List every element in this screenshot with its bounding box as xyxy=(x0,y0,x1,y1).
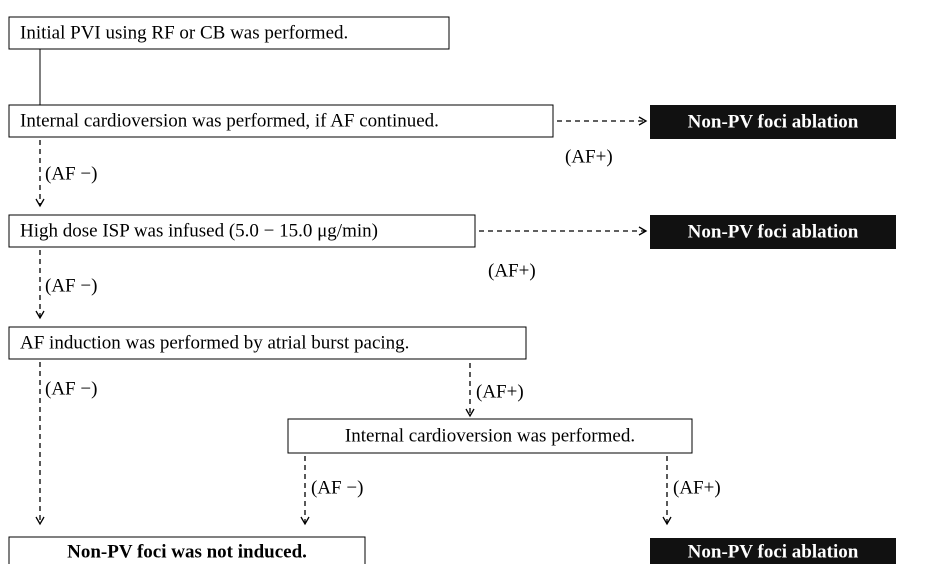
node-label: High dose ISP was infused (5.0 − 15.0 μg… xyxy=(20,220,378,241)
node-box xyxy=(8,214,476,248)
node-label: Non-PV foci ablation xyxy=(688,111,859,132)
node-box xyxy=(8,16,450,50)
edge-label: (AF −) xyxy=(45,275,97,296)
edge-label: (AF+) xyxy=(673,477,721,498)
node-box xyxy=(287,418,693,454)
node-box xyxy=(8,536,366,564)
node-label: Non-PV foci ablation xyxy=(688,221,859,242)
node-box xyxy=(650,215,896,249)
edge-label: (AF+) xyxy=(476,381,524,402)
node-label: AF induction was performed by atrial bur… xyxy=(20,332,409,353)
edge-label: (AF −) xyxy=(311,477,363,498)
edge-label: (AF+) xyxy=(565,146,613,167)
node-label: Internal cardioversion was performed. xyxy=(345,425,635,446)
edge-label: (AF −) xyxy=(45,378,97,399)
node-label: Non-PV foci ablation xyxy=(688,541,859,562)
edge-label: (AF −) xyxy=(45,163,97,184)
node-label: Internal cardioversion was performed, if… xyxy=(20,110,439,131)
node-label: Initial PVI using RF or CB was performed… xyxy=(20,22,348,43)
node-box xyxy=(8,326,527,360)
node-label: Non-PV foci was not induced. xyxy=(67,541,307,562)
node-box xyxy=(650,105,896,139)
edge-label: (AF+) xyxy=(488,260,536,281)
node-box xyxy=(650,538,896,564)
node-box xyxy=(8,104,554,138)
